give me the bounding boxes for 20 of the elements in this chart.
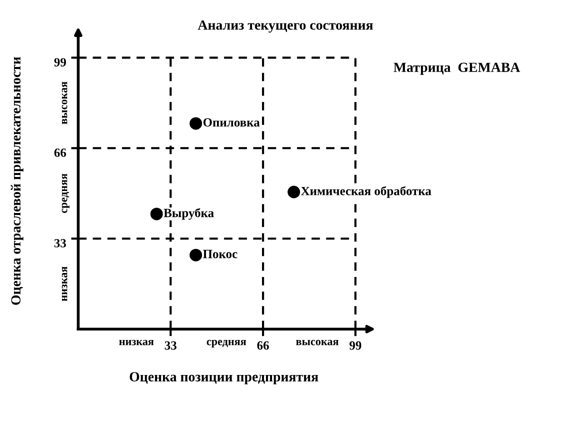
y-axis-title: Оценка отраслевой привлекательности	[10, 56, 24, 305]
text: высокая	[296, 340, 338, 346]
text: Матрица GEMABA	[394, 62, 520, 75]
text: средняя	[62, 174, 70, 213]
x-axis-title: Оценка позиции предприятия	[130, 372, 318, 384]
annotation: Опиловка	[203, 118, 260, 127]
text: низкая	[62, 266, 68, 302]
y-tick-label: 33	[54, 239, 66, 248]
x-tick-label: 33	[164, 341, 176, 350]
text: низкая	[119, 340, 154, 346]
annotation: Химическая обработка	[301, 186, 432, 198]
annotation: Покос	[203, 250, 238, 258]
text: высокая	[62, 82, 68, 124]
x-tick-label: 99	[350, 341, 362, 350]
x-tick-label: 66	[257, 341, 269, 350]
text: средняя	[206, 340, 246, 348]
y-tick-label: 99	[54, 58, 66, 66]
annotation: Вырубка	[164, 208, 214, 220]
y-tick-label: 66	[54, 148, 66, 157]
chart-title: Анализ текущего состояния	[198, 20, 373, 33]
